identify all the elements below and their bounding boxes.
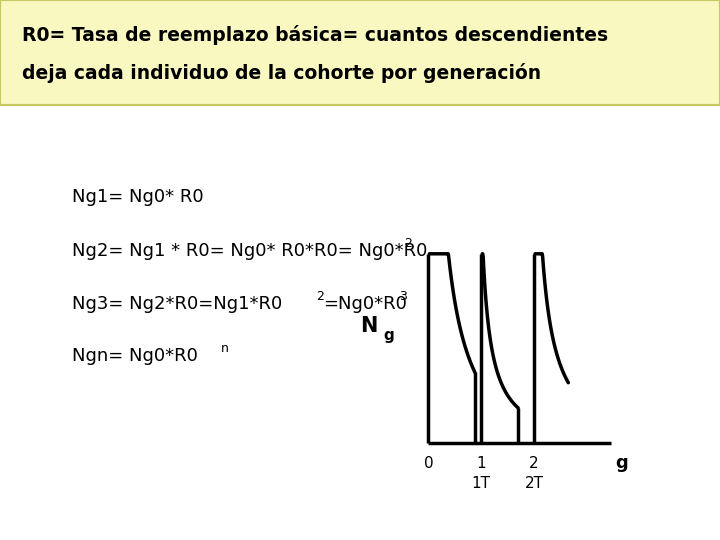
Text: Ng2= Ng1 * R0= Ng0* R0*R0= Ng0*R0: Ng2= Ng1 * R0= Ng0* R0*R0= Ng0*R0 [72,242,428,260]
Text: 2: 2 [529,456,539,471]
Text: Ngn= Ng0*R0: Ngn= Ng0*R0 [72,347,198,366]
Text: =Ng0*R0: =Ng0*R0 [323,295,407,313]
Text: 2: 2 [405,237,412,250]
Text: 2T: 2T [524,476,544,491]
Text: 0: 0 [423,456,433,471]
Text: 1T: 1T [472,476,491,491]
Text: N: N [360,315,377,336]
FancyBboxPatch shape [0,0,720,105]
Text: Ng3= Ng2*R0=Ng1*R0: Ng3= Ng2*R0=Ng1*R0 [72,295,282,313]
Text: n: n [220,342,228,355]
Text: g: g [384,328,395,343]
Text: g: g [616,454,628,472]
Text: 3: 3 [399,290,407,303]
Text: 1: 1 [477,456,486,471]
Text: Ng1= Ng0* R0: Ng1= Ng0* R0 [72,188,204,206]
Text: deja cada individuo de la cohorte por generación: deja cada individuo de la cohorte por ge… [22,63,541,83]
Text: R0= Tasa de reemplazo básica= cuantos descendientes: R0= Tasa de reemplazo básica= cuantos de… [22,25,608,45]
Text: 2: 2 [316,290,323,303]
